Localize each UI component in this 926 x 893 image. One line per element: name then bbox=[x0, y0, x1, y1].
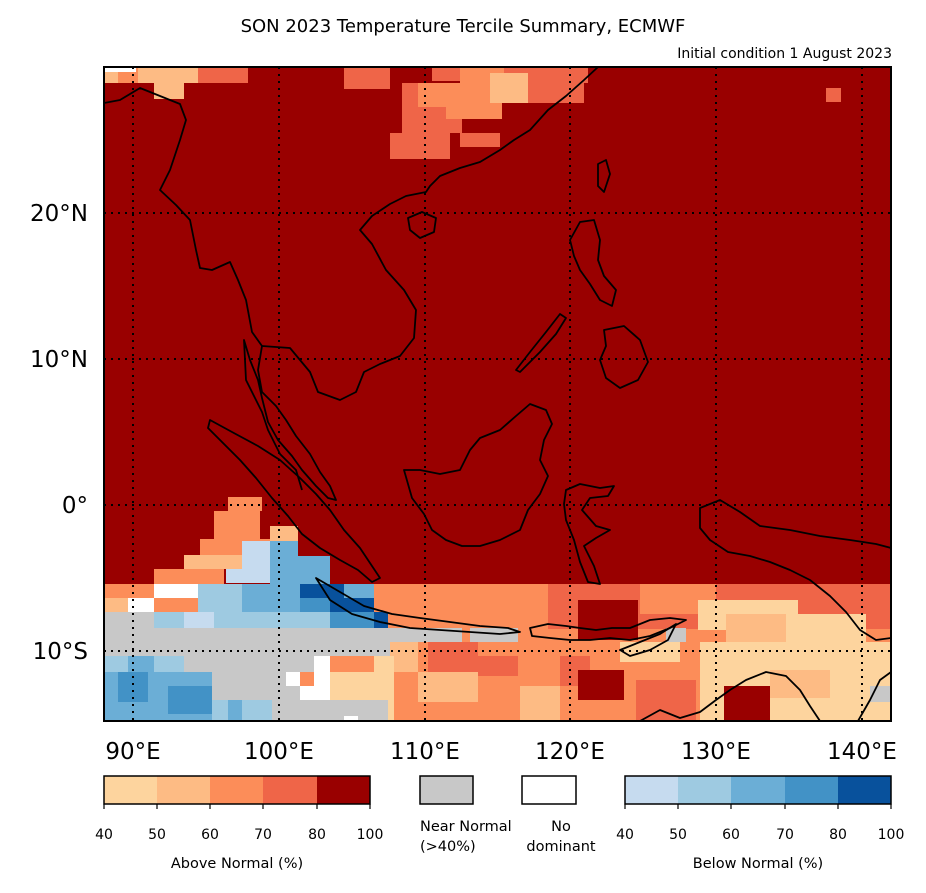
below-normal-label: Below Normal (%) bbox=[693, 856, 823, 872]
below-tick: 60 bbox=[722, 827, 740, 843]
lon-tick-label: 140°E bbox=[827, 739, 897, 765]
below-tick: 70 bbox=[776, 827, 794, 843]
map-title: SON 2023 Temperature Tercile Summary, EC… bbox=[240, 16, 686, 37]
lon-tick-label: 100°E bbox=[244, 739, 314, 765]
near-normal-label-line2: (>40%) bbox=[420, 839, 476, 855]
near-normal-patches bbox=[104, 612, 891, 721]
above-tick: 40 bbox=[95, 827, 113, 843]
above-swatch-80-100 bbox=[317, 776, 370, 804]
near-normal-swatch bbox=[419, 775, 474, 805]
above-swatch-60-70 bbox=[210, 776, 263, 804]
lat-tick-label: 20°N bbox=[30, 201, 88, 227]
below-swatch-80-100 bbox=[838, 776, 891, 804]
below-swatch-50-60 bbox=[678, 776, 731, 804]
no-dominant-legend: No dominant bbox=[521, 775, 596, 855]
above-tick: 100 bbox=[357, 827, 384, 843]
no-dominant-label-line2: dominant bbox=[526, 839, 595, 855]
above-normal-colorbar: 40 50 60 70 80 100 Above Normal (%) bbox=[95, 775, 384, 872]
near-normal-legend: Near Normal (>40%) bbox=[419, 775, 512, 855]
below-tick: 80 bbox=[829, 827, 847, 843]
gridlines bbox=[104, 67, 891, 721]
lat-tick-label: 0° bbox=[62, 493, 88, 519]
lon-tick-label: 90°E bbox=[105, 739, 160, 765]
lon-tick-label: 110°E bbox=[390, 739, 460, 765]
north-patches bbox=[104, 67, 841, 159]
below-swatch-40-50 bbox=[625, 776, 678, 804]
near-normal-label-line1: Near Normal bbox=[420, 819, 512, 835]
map-panel bbox=[104, 67, 891, 721]
lon-tick-label: 130°E bbox=[681, 739, 751, 765]
no-dominant-patches bbox=[104, 67, 358, 721]
below-swatch-70-80 bbox=[785, 776, 838, 804]
above-tick: 50 bbox=[148, 827, 166, 843]
above-swatch-70-80 bbox=[263, 776, 317, 804]
lat-tick-label: 10°S bbox=[33, 639, 88, 665]
below-tick: 100 bbox=[878, 827, 905, 843]
below-normal-patches bbox=[104, 541, 388, 721]
above-swatch-40-50 bbox=[104, 776, 157, 804]
no-dominant-label-line1: No bbox=[551, 819, 571, 835]
no-dominant-swatch bbox=[521, 775, 577, 805]
below-tick: 40 bbox=[616, 827, 634, 843]
above-tick: 70 bbox=[254, 827, 272, 843]
above-tick: 60 bbox=[201, 827, 219, 843]
above-tick: 80 bbox=[308, 827, 326, 843]
map-frame bbox=[103, 66, 892, 722]
below-swatch-60-70 bbox=[731, 776, 785, 804]
below-normal-colorbar: 40 50 60 70 80 100 Below Normal (%) bbox=[616, 775, 905, 872]
coastlines bbox=[104, 67, 891, 721]
above-normal-label: Above Normal (%) bbox=[171, 856, 303, 872]
above-swatch-50-60 bbox=[157, 776, 210, 804]
initial-condition-label: Initial condition 1 August 2023 bbox=[677, 46, 892, 62]
lat-tick-label: 10°N bbox=[30, 347, 88, 373]
lon-tick-label: 120°E bbox=[535, 739, 605, 765]
below-tick: 50 bbox=[669, 827, 687, 843]
